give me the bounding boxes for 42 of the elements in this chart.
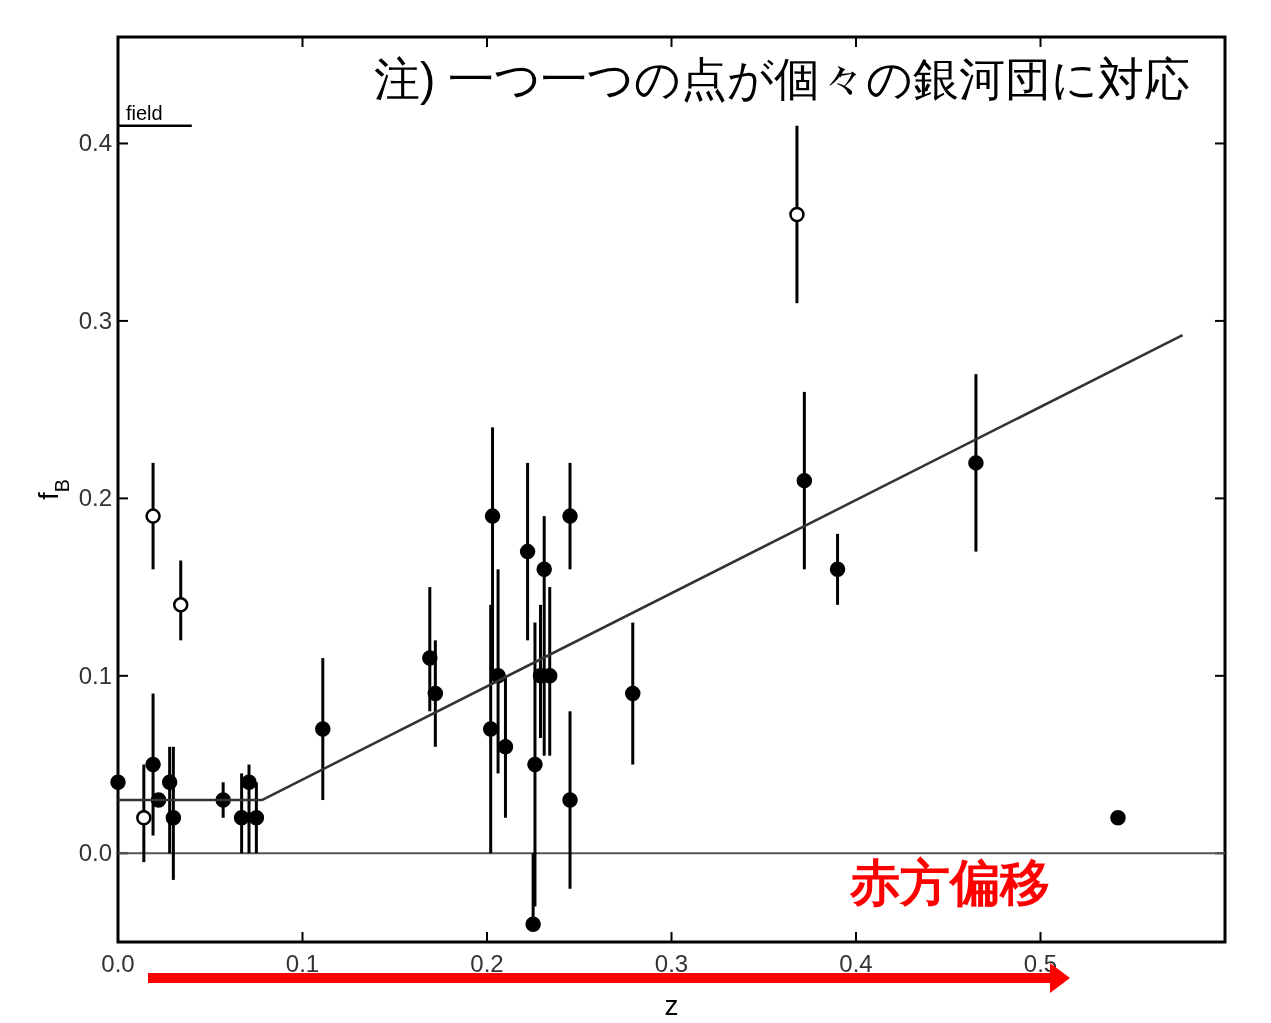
point bbox=[422, 650, 438, 666]
point bbox=[519, 543, 536, 560]
x-tick-label: 0.2 bbox=[470, 950, 504, 977]
point bbox=[136, 810, 152, 826]
point bbox=[1110, 810, 1126, 826]
x-axis-title: z bbox=[664, 990, 679, 1021]
y-tick-label: 0.1 bbox=[78, 661, 112, 689]
x-tick-label: 0.4 bbox=[839, 950, 873, 977]
point bbox=[562, 792, 578, 808]
x-tick-label: 0.1 bbox=[285, 950, 320, 977]
point bbox=[241, 774, 257, 791]
series-label: field bbox=[126, 101, 163, 124]
x-tick-label: 0.0 bbox=[101, 950, 135, 977]
y-tick-label: 0.3 bbox=[78, 306, 112, 334]
point bbox=[165, 810, 182, 826]
note: 注) 一つ一つの点が個々の銀河団に対応 bbox=[373, 53, 1190, 105]
point bbox=[536, 561, 552, 578]
point bbox=[233, 810, 250, 826]
point bbox=[172, 597, 189, 613]
point bbox=[110, 774, 126, 791]
x-tick-label: 0.3 bbox=[654, 950, 689, 977]
point bbox=[625, 685, 641, 702]
point bbox=[497, 739, 514, 755]
point bbox=[829, 561, 846, 578]
point bbox=[427, 685, 444, 702]
point bbox=[145, 508, 161, 524]
point bbox=[789, 206, 805, 223]
y-tick-label: 0.2 bbox=[78, 484, 112, 512]
point bbox=[161, 774, 178, 791]
point bbox=[145, 756, 161, 773]
y-tick-label: 0.4 bbox=[78, 129, 112, 157]
redshift-label: 赤方偏移 bbox=[850, 855, 1050, 911]
point bbox=[527, 756, 543, 773]
y-tick-label: 0.0 bbox=[78, 839, 112, 867]
point bbox=[315, 721, 331, 737]
point bbox=[248, 810, 265, 826]
point bbox=[968, 455, 984, 471]
point bbox=[562, 508, 578, 524]
point bbox=[796, 472, 813, 489]
point bbox=[482, 721, 499, 737]
point bbox=[525, 916, 541, 933]
point bbox=[484, 508, 501, 524]
